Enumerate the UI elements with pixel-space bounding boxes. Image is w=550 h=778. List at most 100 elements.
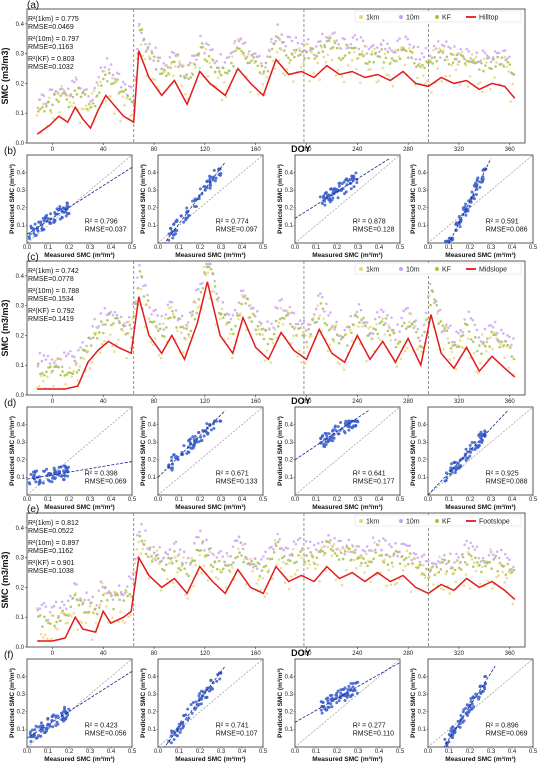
- scatter-point: [334, 693, 338, 697]
- point-1km: [50, 637, 53, 641]
- point-1km: [141, 547, 145, 551]
- x-tick-label: 80: [151, 147, 158, 153]
- point-10m: [81, 341, 84, 344]
- y-tick-label: 0.2: [418, 710, 427, 716]
- point-1km: [287, 587, 291, 591]
- scatter-point: [470, 440, 474, 444]
- point-10m: [481, 49, 485, 52]
- point-10m: [414, 319, 418, 322]
- point-kf: [211, 58, 215, 62]
- point-kf: [110, 323, 113, 327]
- point-10m: [130, 327, 133, 331]
- point-10m: [105, 57, 109, 60]
- point-kf: [69, 93, 73, 96]
- x-tick-label: 320: [454, 147, 465, 153]
- point-10m: [213, 279, 216, 283]
- point-10m: [371, 536, 375, 539]
- point-1km: [111, 345, 114, 348]
- scatter-point: [474, 192, 478, 196]
- point-kf: [254, 328, 258, 332]
- point-10m: [347, 538, 351, 542]
- scatter-point: [323, 445, 327, 449]
- point-kf: [500, 56, 504, 59]
- point-10m: [396, 39, 399, 42]
- point-1km: [174, 556, 177, 559]
- scatter-point: [469, 200, 473, 204]
- point-kf: [451, 344, 455, 347]
- point-1km: [68, 612, 71, 616]
- point-10m: [186, 321, 190, 324]
- x-tick-label: 0.3: [86, 497, 95, 503]
- point-kf: [321, 549, 325, 553]
- point-kf: [97, 606, 101, 609]
- point-10m: [164, 313, 168, 316]
- point-1km: [259, 72, 263, 76]
- point-1km: [375, 323, 378, 326]
- point-1km: [334, 74, 338, 77]
- scatter-point: [172, 738, 176, 742]
- point-10m: [416, 327, 420, 331]
- point-1km: [411, 562, 415, 566]
- point-10m: [42, 602, 46, 605]
- point-kf: [360, 53, 363, 56]
- point-10m: [290, 39, 294, 43]
- point-kf: [106, 598, 109, 602]
- point-1km: [167, 73, 171, 76]
- scatter-point: [181, 726, 185, 730]
- point-kf: [185, 572, 188, 576]
- scatter-point: [341, 687, 345, 691]
- point-kf: [449, 346, 453, 350]
- point-kf: [104, 585, 107, 589]
- scatter-point: [64, 214, 68, 218]
- point-kf: [140, 275, 144, 279]
- point-kf: [118, 598, 121, 602]
- point-1km: [424, 82, 427, 85]
- point-1km: [125, 96, 128, 100]
- point-10m: [195, 288, 198, 292]
- x-axis-label: Measured SMC (m³/m³): [175, 504, 245, 511]
- point-kf: [108, 71, 111, 75]
- point-1km: [178, 552, 181, 556]
- x-axis-label: Measured SMC (m³/m³): [445, 756, 515, 763]
- point-1km: [212, 553, 216, 557]
- x-tick-label: 0.5: [128, 497, 137, 503]
- point-kf: [313, 321, 317, 324]
- point-kf: [266, 342, 270, 346]
- point-10m: [71, 79, 74, 83]
- point-1km: [121, 619, 124, 622]
- point-1km: [133, 307, 137, 310]
- point-10m: [253, 315, 257, 318]
- point-kf: [323, 45, 327, 49]
- point-kf: [61, 92, 64, 95]
- scatter-point: [167, 238, 171, 242]
- point-kf: [392, 59, 396, 62]
- scatter-point: [346, 687, 350, 691]
- fit-line: [443, 665, 496, 747]
- legend-label: Hilltop: [479, 15, 499, 22]
- point-10m: [258, 54, 261, 58]
- point-10m: [292, 540, 296, 543]
- point-10m: [276, 306, 279, 310]
- scatter-point: [66, 474, 70, 478]
- point-kf: [83, 349, 87, 352]
- point-kf: [386, 329, 390, 333]
- point-kf: [183, 567, 186, 570]
- scatter-point: [198, 187, 202, 191]
- scatter-point: [209, 428, 213, 432]
- point-1km: [472, 351, 476, 355]
- point-kf: [191, 73, 195, 76]
- point-10m: [302, 554, 306, 557]
- point-kf: [39, 614, 42, 617]
- point-1km: [41, 102, 45, 106]
- scatter-point: [43, 217, 47, 221]
- point-10m: [258, 562, 261, 566]
- scatter-point: [60, 216, 64, 220]
- point-kf: [408, 325, 412, 328]
- point-1km: [113, 350, 116, 353]
- point-1km: [204, 48, 208, 51]
- scatter-point: [354, 681, 358, 685]
- point-kf: [333, 41, 337, 45]
- point-10m: [467, 50, 471, 53]
- point-1km: [302, 330, 305, 334]
- point-1km: [407, 46, 411, 50]
